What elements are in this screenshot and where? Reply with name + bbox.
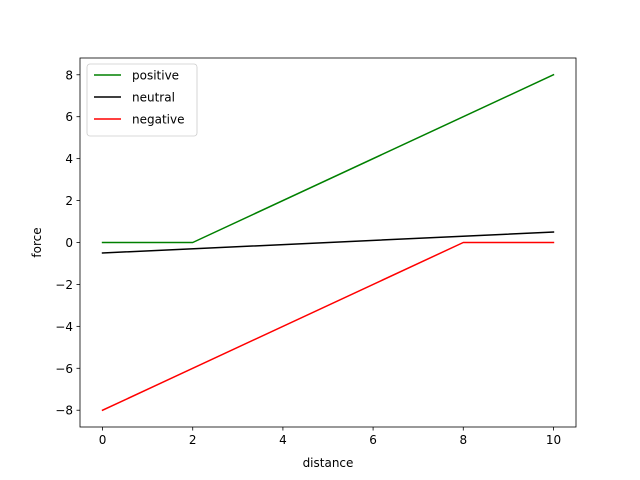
x-tick-label: 0: [99, 433, 107, 447]
x-tick-label: 8: [459, 433, 467, 447]
x-tick-label: 2: [189, 433, 197, 447]
y-axis: −8 −6 −4 −2 0 2 4 6 8: [55, 68, 80, 418]
y-tick-label: −2: [55, 278, 73, 292]
y-tick-label: 4: [65, 152, 73, 166]
legend: positive neutral negative: [86, 63, 198, 137]
y-tick-label: 6: [65, 110, 73, 124]
series-line-negative: [101, 241, 555, 412]
x-tick-label: 10: [546, 433, 561, 447]
legend-box: [86, 63, 198, 137]
y-tick-label: −8: [55, 404, 73, 418]
y-tick-label: 2: [65, 194, 73, 208]
series-line-neutral: [101, 231, 555, 254]
series-layer: [101, 73, 555, 412]
x-axis-label: distance: [303, 456, 354, 470]
y-tick-label: −4: [55, 320, 73, 334]
legend-label-positive: positive: [132, 69, 179, 83]
legend-label-neutral: neutral: [132, 91, 175, 105]
series-line-positive: [101, 73, 555, 244]
x-axis: 0 2 4 6 8 10: [99, 427, 561, 447]
y-tick-label: 8: [65, 68, 73, 82]
y-tick-label: −6: [55, 362, 73, 376]
x-tick-label: 6: [369, 433, 377, 447]
legend-label-negative: negative: [132, 113, 184, 127]
y-tick-label: 0: [65, 236, 73, 250]
x-tick-label: 4: [279, 433, 287, 447]
y-axis-label: force: [30, 227, 44, 257]
